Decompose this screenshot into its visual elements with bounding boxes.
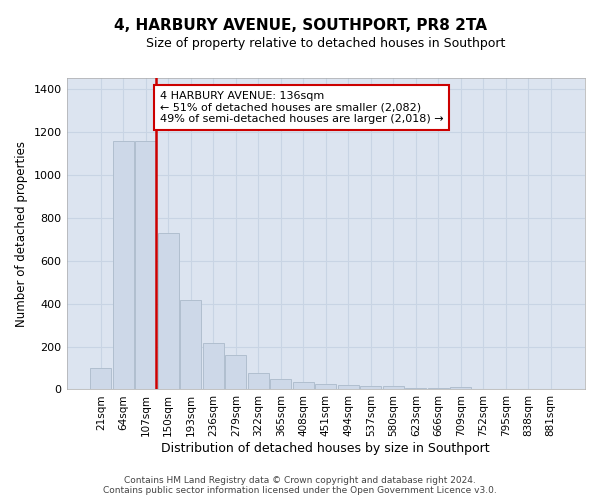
Bar: [270, 378, 292, 390]
Bar: [135, 142, 157, 390]
X-axis label: Distribution of detached houses by size in Southport: Distribution of detached houses by size …: [161, 442, 490, 455]
Bar: [383, 386, 404, 390]
Bar: [113, 142, 134, 390]
Bar: [450, 387, 472, 390]
Bar: [90, 368, 112, 390]
Bar: [338, 385, 359, 390]
Bar: [473, 389, 494, 390]
Bar: [225, 355, 247, 390]
Bar: [405, 388, 427, 390]
Text: 4, HARBURY AVENUE, SOUTHPORT, PR8 2TA: 4, HARBURY AVENUE, SOUTHPORT, PR8 2TA: [113, 18, 487, 32]
Bar: [360, 386, 382, 390]
Y-axis label: Number of detached properties: Number of detached properties: [15, 141, 28, 327]
Bar: [248, 374, 269, 390]
Bar: [203, 344, 224, 390]
Bar: [315, 384, 337, 390]
Bar: [180, 300, 202, 390]
Text: 4 HARBURY AVENUE: 136sqm
← 51% of detached houses are smaller (2,082)
49% of sem: 4 HARBURY AVENUE: 136sqm ← 51% of detach…: [160, 91, 443, 124]
Bar: [428, 388, 449, 390]
Bar: [293, 382, 314, 390]
Title: Size of property relative to detached houses in Southport: Size of property relative to detached ho…: [146, 38, 505, 51]
Bar: [158, 232, 179, 390]
Text: Contains HM Land Registry data © Crown copyright and database right 2024.
Contai: Contains HM Land Registry data © Crown c…: [103, 476, 497, 495]
